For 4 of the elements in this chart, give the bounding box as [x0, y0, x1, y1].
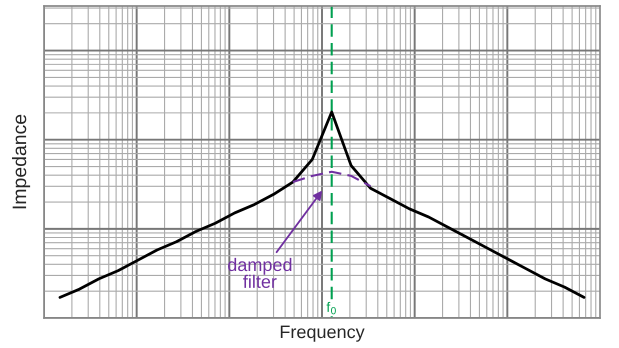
y-axis-title: Impedance: [12, 114, 30, 208]
annotation: f$_{0}$: [326, 302, 336, 314]
annotation: damped filter: [228, 258, 292, 288]
x-axis-title: Frequency: [280, 326, 365, 342]
